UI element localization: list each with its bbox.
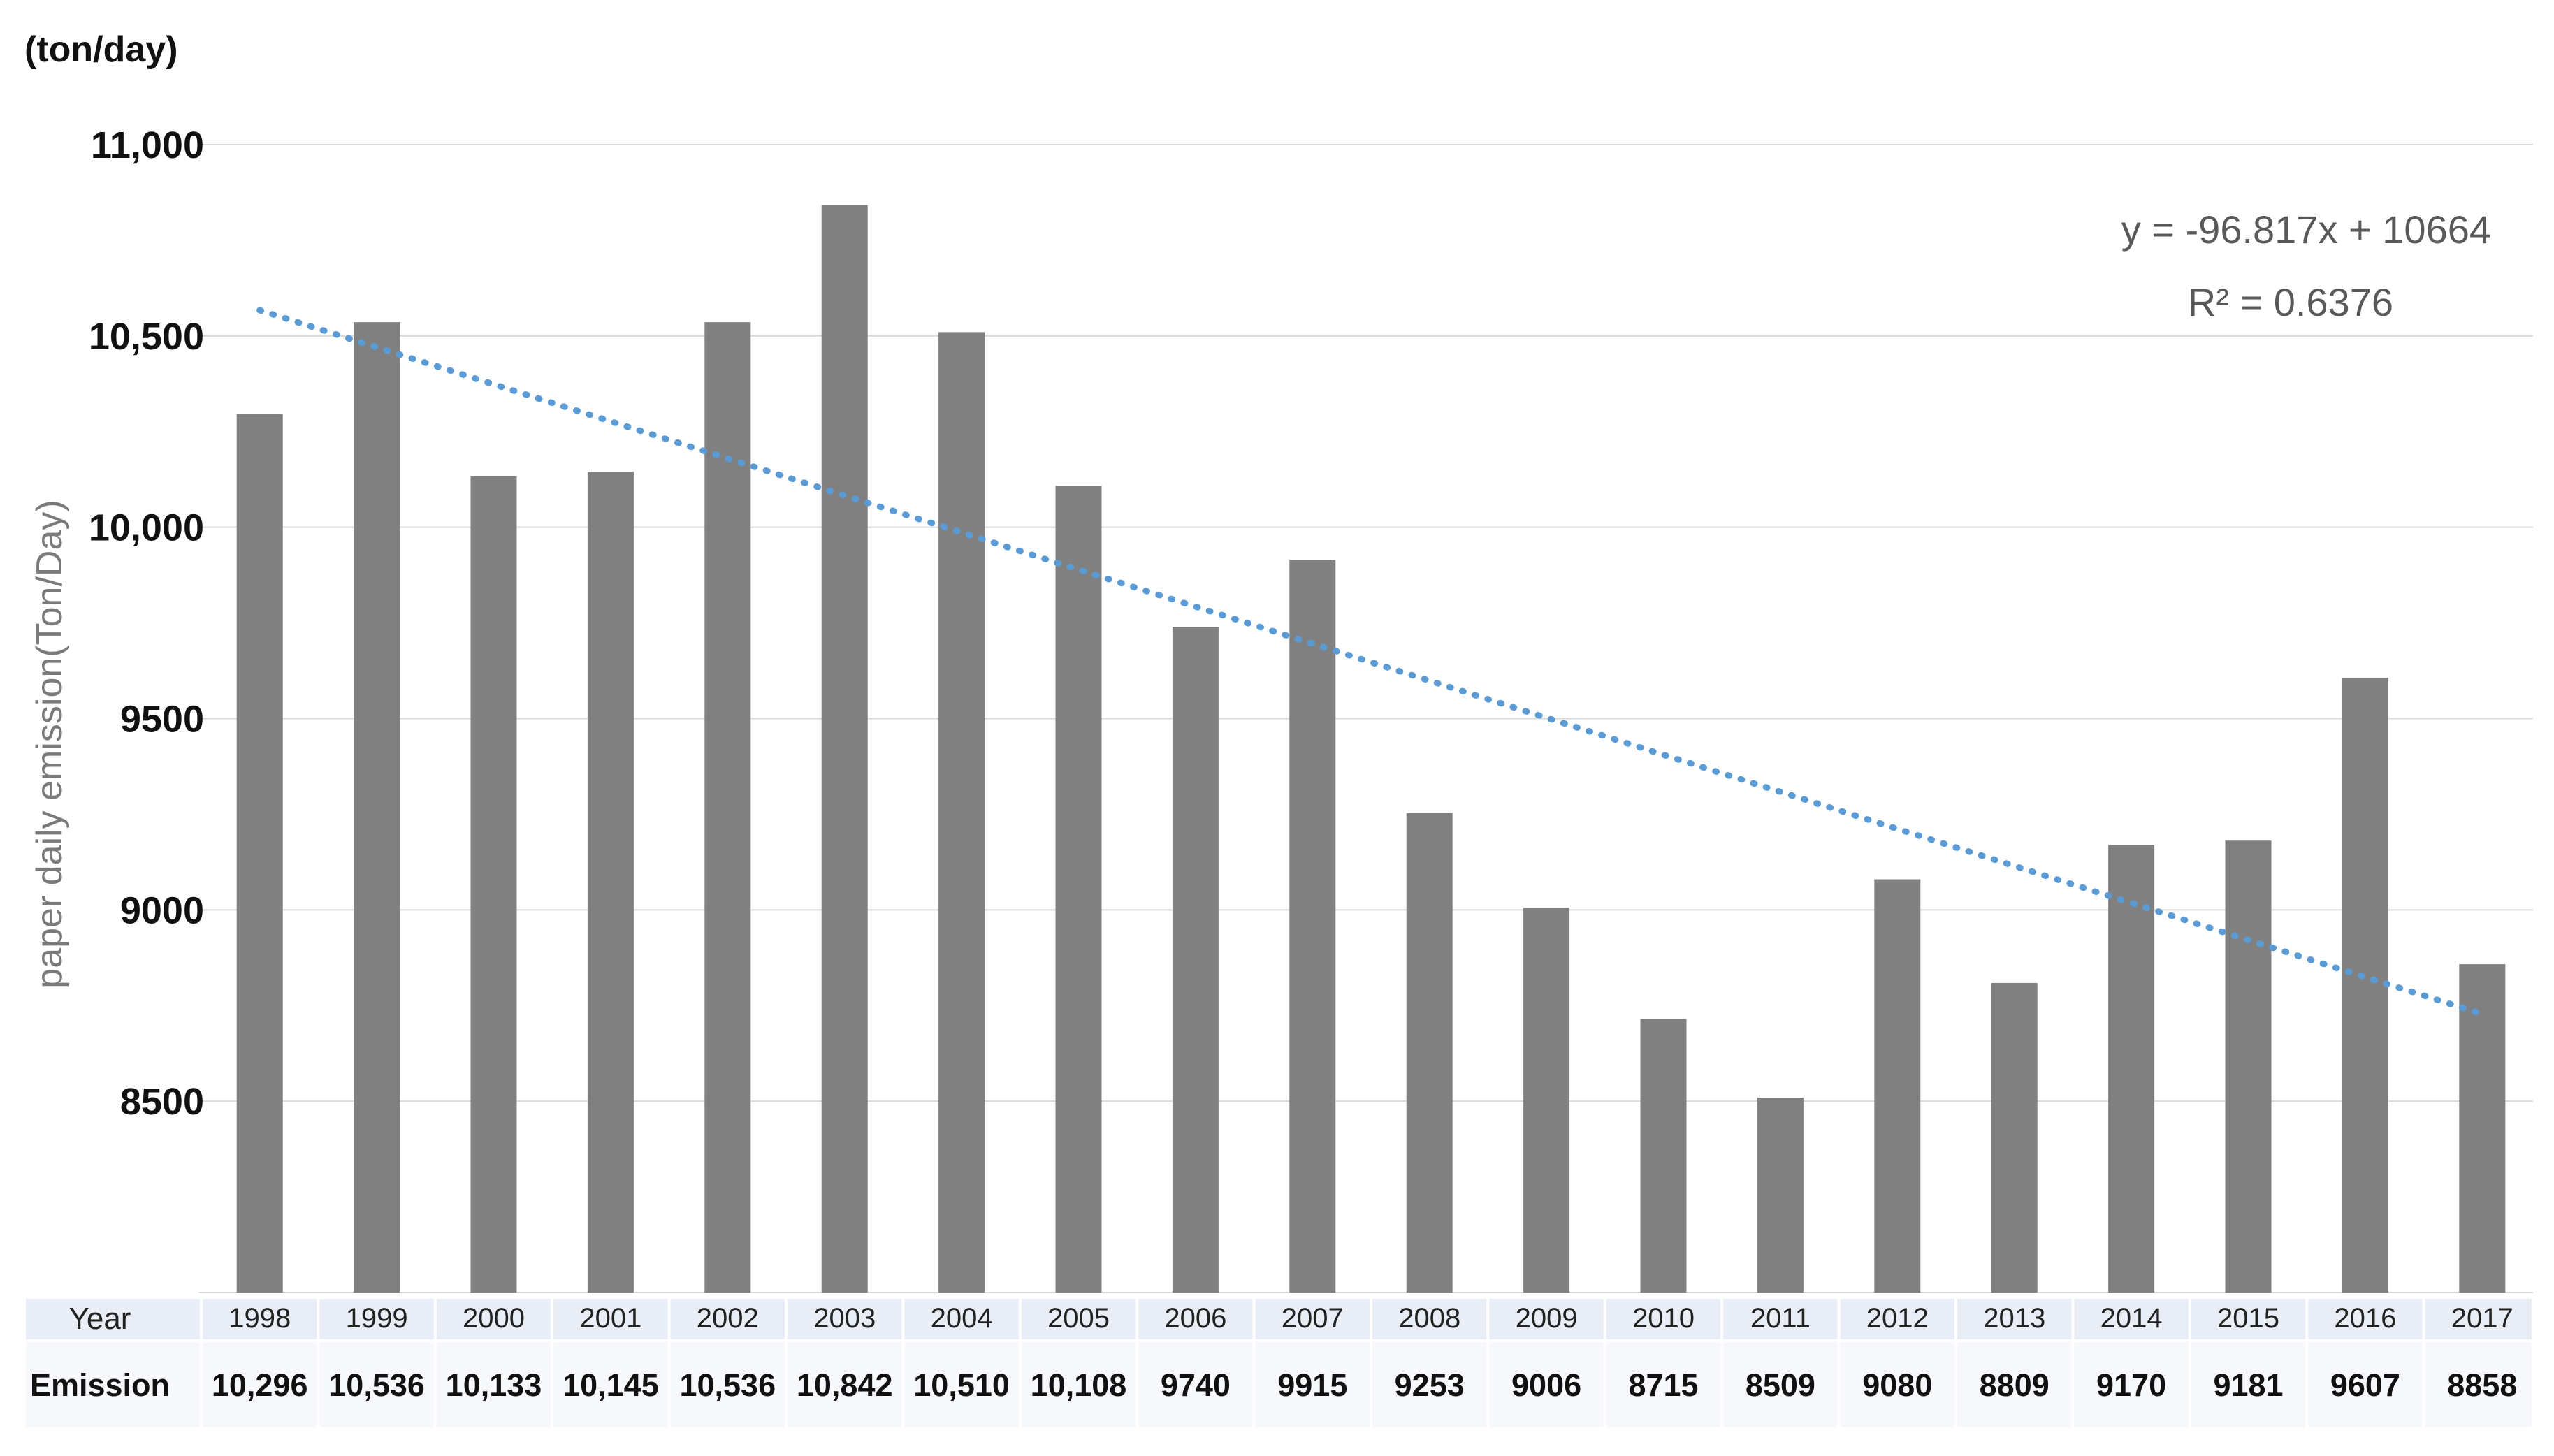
y-axis-ticks: 11,000 10,500 10,000 9500 9000 8500 (89, 124, 204, 1123)
x-tick-label: 2002 (697, 1303, 759, 1334)
x-tick-label: 2016 (2334, 1303, 2396, 1334)
bar (470, 476, 517, 1293)
y-tick-label: 10,500 (89, 316, 204, 358)
x-tick-label: 2000 (463, 1303, 525, 1334)
table-header-year: Year (69, 1302, 131, 1336)
y-tick-label: 9500 (120, 699, 204, 741)
x-tick-label: 2008 (1398, 1303, 1460, 1334)
x-tick-label: 1999 (346, 1303, 408, 1334)
data-label: 9006 (1511, 1367, 1581, 1403)
bars (236, 205, 2506, 1293)
table-year-row-bg (24, 1297, 2533, 1341)
x-tick-label: 2015 (2217, 1303, 2279, 1334)
table-header-emission: Emission (30, 1367, 170, 1403)
x-tick-label: 2009 (1516, 1303, 1578, 1334)
bar (587, 472, 634, 1293)
y-axis-label: paper daily emission(Ton/Day) (29, 500, 70, 988)
bar (1406, 813, 1453, 1293)
data-label: 10,510 (913, 1367, 1010, 1403)
trendline (256, 307, 2486, 1017)
data-label: 9607 (2330, 1367, 2400, 1403)
trendline-r2: R² = 0.6376 (2188, 280, 2393, 324)
y-tick-label: 8500 (120, 1081, 204, 1123)
y-tick-label: 11,000 (91, 124, 204, 166)
bar (236, 414, 283, 1293)
y-tick-label: 9000 (120, 889, 204, 931)
x-tick-label: 2014 (2100, 1303, 2163, 1334)
x-tick-label: 2012 (1866, 1303, 1929, 1334)
bar (821, 205, 868, 1293)
bar (1172, 627, 1219, 1293)
x-tick-label: 2003 (813, 1303, 876, 1334)
data-label: 8858 (2447, 1367, 2517, 1403)
x-tick-label: 2011 (1750, 1303, 1811, 1334)
bar (1289, 560, 1336, 1293)
x-tick-label: 1998 (228, 1303, 291, 1334)
table-value-row-bg (24, 1341, 2533, 1429)
bar (938, 332, 985, 1293)
bar (1991, 982, 2038, 1293)
data-label: 9170 (2096, 1367, 2166, 1403)
bar (1757, 1098, 1804, 1293)
bar (2225, 840, 2272, 1293)
data-label: 10,145 (563, 1367, 659, 1403)
x-tick-label: 2006 (1164, 1303, 1226, 1334)
data-label: 10,842 (797, 1367, 893, 1403)
bar (704, 322, 751, 1293)
data-label: 9080 (1862, 1367, 1932, 1403)
data-label: 8509 (1746, 1367, 1815, 1403)
data-label: 9181 (2213, 1367, 2283, 1403)
unit-label: (ton/day) (24, 29, 178, 70)
x-tick-label: 2005 (1047, 1303, 1110, 1334)
x-tick-label: 2013 (1983, 1303, 2045, 1334)
data-table: Year Emission 1998 1999 2000 2001 2002 2003 2004… (23, 1296, 2534, 1430)
data-label: 8809 (1980, 1367, 2049, 1403)
bar (1055, 486, 1102, 1293)
x-tick-label: 2017 (2451, 1303, 2513, 1334)
x-tick-label: 2007 (1282, 1303, 1344, 1334)
data-label: 10,536 (328, 1367, 425, 1403)
data-label: 10,133 (446, 1367, 542, 1403)
bar (1523, 908, 1570, 1293)
trendline-line (256, 307, 2486, 1017)
bar (354, 322, 400, 1293)
x-tick-label: 2010 (1632, 1303, 1695, 1334)
x-tick-label: 2001 (579, 1303, 641, 1334)
bar (2459, 964, 2506, 1293)
data-label: 10,536 (679, 1367, 776, 1403)
data-label: 9740 (1161, 1367, 1231, 1403)
gridlines (199, 144, 2533, 1293)
data-label: 9253 (1395, 1367, 1465, 1403)
bar (1874, 879, 1921, 1293)
x-tick-label: 2004 (931, 1303, 993, 1334)
data-label: 10,108 (1031, 1367, 1127, 1403)
data-label: 10,296 (212, 1367, 308, 1403)
data-label: 9915 (1277, 1367, 1347, 1403)
bar (1640, 1019, 1687, 1293)
data-label: 8715 (1628, 1367, 1698, 1403)
trendline-equation: y = -96.817x + 10664 (2121, 208, 2491, 252)
bar (2108, 845, 2155, 1293)
y-tick-label: 10,000 (89, 507, 204, 549)
bar (2342, 677, 2388, 1293)
